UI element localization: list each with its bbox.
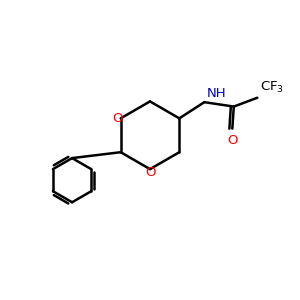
Text: O: O xyxy=(112,112,122,125)
Text: O: O xyxy=(145,166,155,179)
Text: O: O xyxy=(227,134,238,147)
Text: NH: NH xyxy=(207,87,226,100)
Text: CF$_3$: CF$_3$ xyxy=(260,80,284,95)
